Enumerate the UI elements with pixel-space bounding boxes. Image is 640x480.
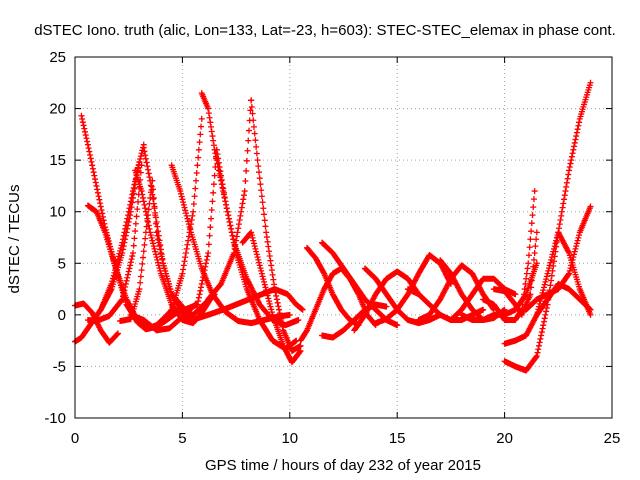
series-13 xyxy=(168,115,205,313)
x-tick-label: 5 xyxy=(178,430,186,447)
series-34 xyxy=(490,229,540,318)
x-tick-label: 0 xyxy=(71,430,79,447)
x-tick-label: 20 xyxy=(496,430,513,447)
series-33 xyxy=(480,188,538,324)
chart-title: dSTEC Iono. truth (alic, Lon=133, Lat=-2… xyxy=(34,22,616,39)
series-markers xyxy=(127,301,199,334)
series-20 xyxy=(239,229,304,366)
x-tick-label: 25 xyxy=(604,430,621,447)
series-markers xyxy=(490,229,540,318)
series-markers xyxy=(168,115,205,313)
series-19 xyxy=(248,97,304,354)
axis-ticks: 0 5 10 15 20 25 -10 -5 0 5 10 15 20 25 xyxy=(44,49,620,447)
series-14 xyxy=(168,146,220,318)
y-axis-label: dSTEC / TECUs xyxy=(6,185,23,294)
series-markers xyxy=(97,141,147,313)
series-5 xyxy=(84,162,145,325)
series-markers xyxy=(205,97,255,303)
series-31 xyxy=(447,275,519,324)
y-tick-label: 20 xyxy=(49,101,66,118)
x-tick-label: 10 xyxy=(281,430,298,447)
series-markers xyxy=(480,188,538,324)
series-markers xyxy=(149,177,186,310)
series-markers xyxy=(168,146,220,318)
series-markers xyxy=(239,229,304,366)
series-markers xyxy=(533,280,594,318)
plot-frame xyxy=(74,56,613,419)
series-markers xyxy=(84,162,145,325)
series-markers xyxy=(117,177,156,325)
series-11 xyxy=(127,301,199,334)
x-axis-label: GPS time / hours of day 232 of year 2015 xyxy=(205,457,481,474)
x-tick-label: 15 xyxy=(389,430,406,447)
series-markers xyxy=(501,79,594,374)
series-markers xyxy=(351,268,422,334)
series-35 xyxy=(501,79,594,374)
series-25 xyxy=(351,268,422,334)
y-tick-label: 5 xyxy=(58,255,66,272)
series-7 xyxy=(97,141,147,313)
series-18 xyxy=(205,97,255,303)
y-tick-label: 15 xyxy=(49,152,66,169)
y-tick-label: 10 xyxy=(49,204,66,221)
series-10 xyxy=(149,177,186,310)
series-markers xyxy=(248,97,304,354)
y-tick-label: 0 xyxy=(58,307,66,324)
series-9 xyxy=(117,177,156,325)
y-tick-label: 25 xyxy=(49,49,66,66)
y-tick-label: -5 xyxy=(53,358,66,375)
y-tick-label: -10 xyxy=(44,410,66,427)
data-points xyxy=(72,79,594,374)
series-markers xyxy=(447,275,519,324)
series-38 xyxy=(533,280,594,318)
